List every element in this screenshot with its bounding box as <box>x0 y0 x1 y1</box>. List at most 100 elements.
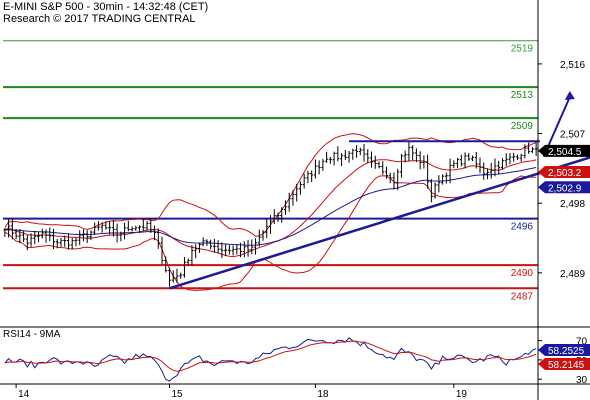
price-bar <box>414 148 418 163</box>
price-bar <box>29 233 33 247</box>
price-bar <box>444 172 448 184</box>
price-bar <box>59 238 63 248</box>
price-bar <box>351 148 355 160</box>
price-bar <box>141 219 145 231</box>
price-bar <box>48 227 52 242</box>
price-bar <box>500 158 504 170</box>
price-bar <box>452 160 456 169</box>
price-bar <box>287 192 291 212</box>
last-price-tag-text: 2,504.5 <box>548 147 582 158</box>
price-bar <box>134 225 138 231</box>
price-bar <box>269 215 272 234</box>
price-bar <box>310 170 314 183</box>
price-bar <box>482 162 486 180</box>
price-bar <box>138 225 142 234</box>
price-bar <box>317 160 321 175</box>
price-bar <box>336 146 340 162</box>
price-bar <box>433 182 437 199</box>
level-label-2490: 2490 <box>511 268 534 279</box>
price-bar <box>123 222 127 240</box>
chart-title: E-MINI S&P 500 - 30min - 14:32:48 (CET) <box>3 1 209 13</box>
price-bar <box>527 142 531 154</box>
price-bar <box>265 219 269 239</box>
price-bar <box>403 150 407 163</box>
level-label-2519: 2519 <box>511 44 534 55</box>
price-bar <box>448 158 452 184</box>
last-price-tag: 2,504.5 <box>538 144 590 158</box>
ma-tag-text: 2,502.9 <box>548 183 582 194</box>
time-tick-label: 18 <box>317 389 329 400</box>
price-bar <box>100 222 104 233</box>
price-bar <box>10 218 14 240</box>
level-label-2513: 2513 <box>511 90 534 101</box>
price-bar <box>272 209 276 225</box>
price-bar <box>179 272 183 279</box>
price-bar <box>489 162 493 179</box>
price-bar <box>426 154 430 189</box>
price-bar <box>220 242 224 259</box>
price-bar <box>37 232 41 243</box>
price-bar <box>459 154 463 167</box>
price-bar <box>441 174 445 185</box>
price-bar <box>119 231 123 242</box>
price-bar <box>216 240 220 254</box>
price-tags: 2,504.5 2,503.2 2,502.9 58.2525 58.2145 <box>538 144 590 371</box>
price-bar <box>332 151 336 166</box>
price-bar <box>467 152 471 161</box>
price-bar <box>396 168 400 191</box>
price-bar <box>81 229 85 242</box>
price-bar <box>463 152 467 169</box>
price-bar <box>212 238 216 253</box>
price-bar <box>85 230 89 243</box>
price-bar <box>429 179 433 203</box>
price-bar <box>261 230 265 241</box>
price-bar <box>306 170 310 184</box>
rsi-tick-label: 30 <box>576 375 588 386</box>
price-bar <box>74 237 78 247</box>
level-label-2496: 2496 <box>511 222 534 233</box>
price-bar <box>515 154 519 161</box>
price-bar <box>276 212 280 223</box>
price-bar <box>362 143 366 162</box>
price-bar <box>519 153 523 162</box>
price-bar <box>388 172 392 184</box>
price-bar <box>126 220 130 232</box>
price-bar <box>70 237 74 250</box>
price-bar <box>313 159 317 179</box>
price-bar <box>52 228 56 249</box>
price-bar <box>366 149 370 164</box>
price-bar <box>399 154 403 178</box>
price-bar <box>63 235 67 247</box>
price-bar <box>104 221 108 230</box>
price-bar <box>186 258 190 266</box>
upper-band-tag: 2,503.2 <box>538 165 590 179</box>
rsi-panel: RSI14 - 9MA705030 <box>3 329 588 386</box>
price-bar <box>167 267 171 287</box>
price-bar <box>250 239 254 255</box>
price-bar <box>373 155 377 169</box>
price-bar <box>343 149 347 160</box>
price-bar <box>22 231 26 243</box>
time-tick-label: 19 <box>456 389 468 400</box>
price-bar <box>291 190 295 206</box>
price-bar <box>355 145 359 158</box>
price-bar <box>171 270 175 283</box>
price-bar <box>149 217 153 233</box>
bollinger-bands <box>4 133 537 291</box>
price-bar <box>347 150 351 163</box>
price-bar <box>298 181 302 195</box>
price-bar <box>530 147 534 154</box>
price-bar <box>89 230 93 241</box>
price-bar <box>508 152 512 165</box>
price-bar <box>242 241 246 258</box>
rsi-line <box>4 337 537 382</box>
price-bar <box>485 168 489 180</box>
price-bar <box>471 155 475 162</box>
price-bar <box>381 161 385 175</box>
price-bar <box>40 228 44 239</box>
price-bar <box>205 239 209 246</box>
upper-band-tag-text: 2,503.2 <box>548 168 582 179</box>
moving-average-line <box>4 167 537 246</box>
price-bar <box>156 228 160 249</box>
